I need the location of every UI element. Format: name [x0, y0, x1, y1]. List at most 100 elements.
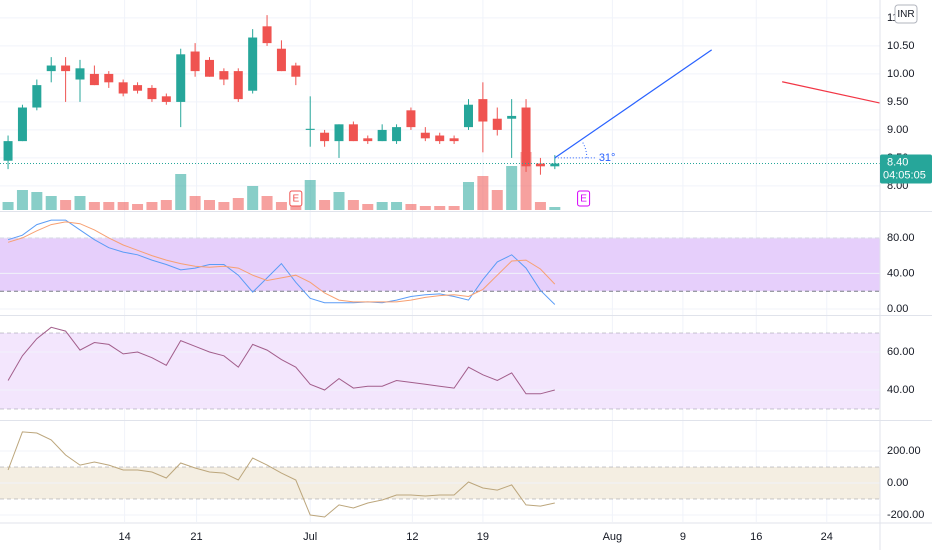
volume-bar — [2, 202, 14, 210]
volume-bar — [275, 202, 287, 210]
price-axis-bg — [880, 0, 932, 550]
volume-bar — [391, 202, 403, 210]
volume-bar — [462, 182, 474, 210]
volume-bar — [88, 202, 100, 210]
trend-line — [782, 81, 881, 104]
angle-label: 31° — [599, 152, 616, 164]
candle-body — [348, 124, 358, 142]
volume-bar — [290, 204, 302, 210]
volume-bar — [31, 192, 43, 210]
volume-bar — [175, 174, 187, 210]
x-tick-label: 12 — [406, 531, 418, 543]
y-tick-label: 10.00 — [887, 68, 915, 80]
candle-body — [492, 118, 502, 130]
x-tick-label: 24 — [821, 531, 833, 543]
backdrop-layer — [0, 0, 880, 522]
event-label: E — [292, 194, 299, 205]
volume-bar — [477, 176, 489, 210]
volume-bar — [405, 204, 417, 210]
x-tick-label: 9 — [680, 531, 686, 543]
y-tick-label: 200.00 — [887, 445, 921, 457]
volume-bar — [534, 202, 546, 210]
candle-body — [133, 85, 143, 91]
indicator-line — [7, 219, 556, 305]
candle-body — [176, 54, 186, 102]
trend-line — [554, 49, 712, 159]
y-tick-label: 40.00 — [887, 384, 915, 396]
x-tick-label: 14 — [118, 531, 130, 543]
x-tick-label: Jul — [303, 531, 317, 543]
volume-bar — [45, 196, 57, 210]
volume-bar — [333, 192, 345, 210]
price-label: 8.40 — [887, 156, 908, 168]
y-tick-label: 10.50 — [887, 40, 915, 52]
volume-bar — [218, 202, 230, 210]
candle-body — [535, 163, 545, 167]
volume-bar — [261, 196, 273, 210]
event-label: E — [580, 194, 587, 205]
candle-body — [118, 82, 128, 94]
indicator-line — [7, 221, 556, 303]
candle-body — [248, 37, 258, 91]
volume-bar — [60, 200, 72, 210]
volume-bar — [376, 202, 388, 210]
y-tick-label: 9.50 — [887, 96, 908, 108]
candle-body — [190, 51, 200, 72]
candle-body — [3, 141, 13, 161]
candle-body — [363, 138, 373, 142]
event-marker — [289, 190, 303, 207]
volume-bar — [362, 204, 374, 210]
candle-body — [305, 128, 315, 130]
candle-body — [406, 110, 416, 128]
candle-body — [75, 68, 85, 80]
volume-bar — [103, 202, 115, 210]
volume-bar — [549, 207, 561, 210]
x-tick-label: 19 — [477, 531, 489, 543]
volume-bar — [448, 206, 460, 210]
candle-body — [435, 135, 445, 142]
candle-body — [46, 65, 56, 72]
candle-body — [276, 48, 286, 72]
volume-bar — [232, 198, 244, 210]
candle-body — [219, 71, 229, 80]
candle-body — [89, 73, 99, 86]
volume-bar — [160, 200, 172, 210]
volume-bar — [132, 204, 144, 210]
currency: INR — [897, 9, 914, 20]
candle-body — [377, 129, 387, 142]
y-tick-label: 60.00 — [887, 346, 915, 358]
currency-box[interactable] — [894, 4, 918, 24]
candle-body — [449, 138, 459, 142]
candle-body — [392, 127, 402, 142]
candle-body — [478, 99, 488, 122]
candle-body — [463, 104, 473, 128]
event-marker — [577, 190, 591, 207]
y-tick-label: 80.00 — [887, 232, 915, 244]
y-tick-label: 40.00 — [887, 267, 915, 279]
candle-body — [262, 26, 272, 44]
volume-bar — [506, 166, 518, 210]
candle-body — [507, 115, 517, 119]
volume-bar — [189, 196, 201, 210]
x-tick-label: 16 — [750, 531, 762, 543]
volume-bar — [203, 200, 215, 210]
volume-bar — [247, 186, 259, 210]
countdown: 04:05:05 — [883, 169, 926, 181]
candle-body — [32, 85, 42, 108]
price-box — [880, 154, 932, 184]
candle-body — [17, 107, 27, 142]
volume-bar — [74, 196, 86, 210]
candle-body — [334, 124, 344, 142]
volume-bar — [434, 206, 446, 210]
y-tick-label: 0.00 — [887, 303, 908, 315]
indicator-line — [7, 431, 555, 518]
indicator-line — [7, 326, 555, 395]
candle-body — [521, 107, 531, 167]
volume-bar — [347, 200, 359, 210]
candle-body — [104, 73, 114, 83]
volume-bar — [491, 190, 503, 210]
